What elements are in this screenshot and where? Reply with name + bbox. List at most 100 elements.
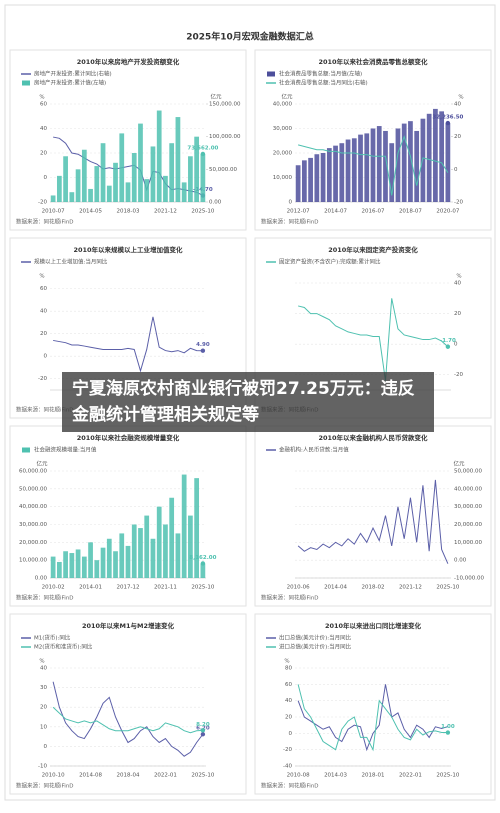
- end-dot: [445, 730, 451, 735]
- y-tick-label: 10,000.00: [454, 540, 482, 546]
- bar: [295, 165, 301, 202]
- y-tick-label: 10,000: [273, 175, 293, 181]
- legend-label: M2(货币和准货币):同比: [34, 643, 93, 651]
- x-tick-label: 2010-08: [287, 773, 310, 779]
- chart-title: 2010年以来M1与M2增速变化: [82, 621, 175, 630]
- bar: [333, 145, 338, 202]
- x-tick-label: 2014-08: [79, 773, 102, 779]
- bar: [420, 118, 426, 202]
- bar: [125, 545, 131, 578]
- y2-tick-label: 100,000.00: [209, 134, 241, 140]
- chart-title: 2010年以来房地产开发投资额变化: [77, 57, 180, 66]
- bar: [94, 560, 100, 578]
- legend-label: 固定资产投资(不含农户):完成额:累计同比: [279, 258, 381, 266]
- y-tick-label: 0: [289, 200, 293, 206]
- y-tick-label: -20: [38, 200, 47, 206]
- y-tick-label: 40: [40, 309, 47, 315]
- y-tick-label: 20: [454, 311, 461, 317]
- legend-label: 出口总值(美元计价):当月同比: [279, 634, 352, 642]
- source: 数据来源：同花顺iFinD: [261, 218, 319, 226]
- bar: [364, 133, 370, 202]
- bar: [150, 146, 156, 202]
- bar: [163, 524, 168, 578]
- bar: [181, 474, 187, 578]
- bar: [175, 533, 181, 578]
- bar: [200, 563, 206, 578]
- source: 数据来源：同花顺iFinD: [261, 782, 319, 790]
- bar: [389, 143, 395, 202]
- end-dot: [200, 151, 206, 157]
- y-tick-label: 30,000.00: [19, 522, 47, 528]
- y-tick-label: 50,000.00: [19, 486, 47, 492]
- y-tick-label: 40: [40, 126, 47, 132]
- y2-unit: %: [458, 95, 463, 101]
- x-tick-label: 2018-04: [117, 773, 140, 779]
- bar: [63, 156, 68, 202]
- source: 数据来源：同花顺iFinD: [16, 218, 74, 226]
- x-tick-label: 2025-10: [191, 773, 214, 779]
- y-unit: 亿元: [281, 93, 293, 101]
- x-tick-label: 2018-02: [362, 585, 385, 591]
- value-label: 32,236.50: [432, 115, 463, 121]
- end-dot: [200, 732, 206, 737]
- legend-label: 房地产开发投资:累计值(左轴): [34, 79, 106, 87]
- y-unit: %: [39, 659, 44, 665]
- x-tick-label: 2014-07: [324, 209, 347, 215]
- bar: [314, 154, 320, 202]
- x-tick-label: 2014-01: [79, 585, 102, 591]
- y-tick-label: 40: [285, 698, 292, 704]
- x-tick-label: 2022-01: [399, 773, 422, 779]
- bar: [75, 549, 81, 578]
- legend-label: M1(货币):同比: [34, 634, 71, 642]
- page-title: 2025年10月宏观金融数据汇总: [186, 31, 314, 43]
- y-tick-label: 0: [44, 354, 48, 360]
- bar: [345, 139, 351, 202]
- x-tick-label: 2010-07: [42, 209, 65, 215]
- bar: [94, 166, 100, 202]
- bar: [169, 497, 175, 578]
- y-tick-label: -20: [454, 372, 463, 378]
- chart-title: 2010年以来社会融资规模增量变化: [77, 433, 180, 442]
- bar: [63, 551, 68, 578]
- x-tick-label: 2014-05: [79, 209, 102, 215]
- legend-label: 社会融资规模增量:当月值: [34, 446, 97, 454]
- bar: [175, 117, 181, 202]
- y2-tick-label: 20: [454, 134, 461, 140]
- y2-tick-label: 0: [454, 167, 458, 173]
- y-tick-label: 20,000.00: [454, 522, 482, 528]
- value-label: 73,562.00: [187, 145, 218, 151]
- end-dot: [200, 348, 206, 353]
- bar: [351, 138, 357, 202]
- bar: [69, 192, 75, 202]
- y-tick-label: 20,000: [273, 151, 293, 157]
- x-tick-label: 2012-07: [287, 209, 310, 215]
- value-label: 8,162.00: [189, 555, 216, 561]
- y2-tick-label: 50,000.00: [209, 167, 237, 173]
- value-label: 1.00: [441, 724, 455, 730]
- x-tick-label: 2017-12: [117, 585, 140, 591]
- y2-tick-label: 40: [454, 102, 461, 108]
- bar: [370, 128, 376, 202]
- line: [297, 135, 449, 196]
- y-tick-label: 50,000.00: [454, 469, 482, 475]
- x-tick-label: 2022-01: [154, 773, 177, 779]
- bar: [156, 506, 162, 578]
- line: [52, 681, 204, 757]
- y-tick-label: 30,000.00: [454, 504, 482, 510]
- bar: [156, 110, 162, 202]
- y-unit: %: [456, 274, 461, 280]
- x-tick-label: 2014-04: [324, 585, 347, 591]
- y2-tick-label: 150,000.00: [209, 102, 241, 108]
- bar: [106, 185, 112, 202]
- y-unit: %: [39, 274, 44, 280]
- bar: [150, 538, 156, 578]
- x-tick-label: 2021-11: [154, 585, 177, 591]
- chart-title: 2010年以来进出口同比增速变化: [325, 621, 422, 630]
- y-tick-label: 80: [285, 666, 292, 672]
- y-tick-label: 20: [40, 151, 47, 157]
- y-unit: %: [39, 95, 44, 101]
- y-tick-label: -10: [38, 764, 47, 770]
- chart-title: 2010年以来固定资产投资变化: [328, 245, 418, 254]
- source: 数据来源：同花顺iFinD: [16, 594, 74, 602]
